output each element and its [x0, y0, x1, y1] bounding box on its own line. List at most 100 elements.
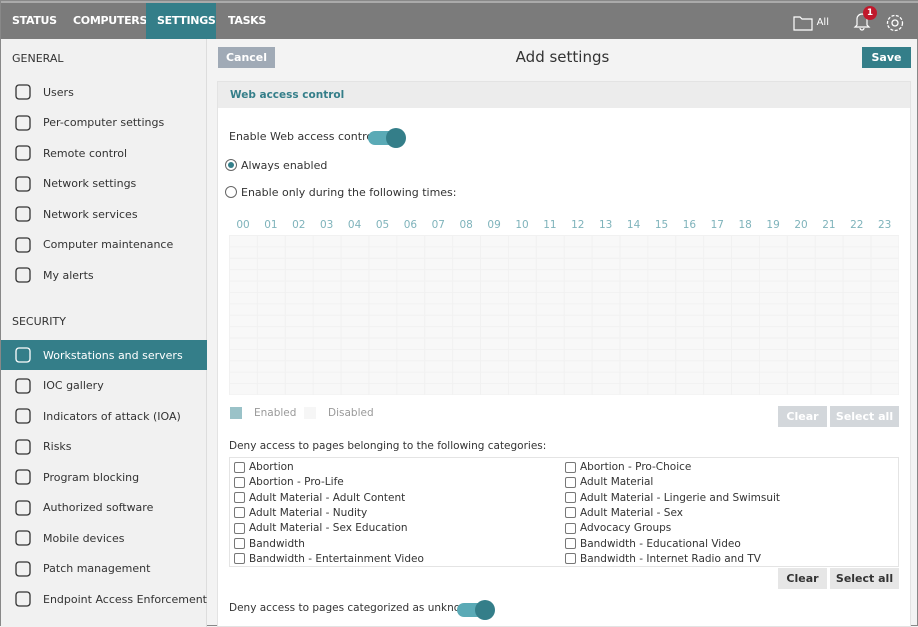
- category-checkbox[interactable]: Advocacy Groups: [565, 522, 671, 534]
- checkbox-icon: [234, 492, 245, 504]
- monitor-icon: [15, 347, 31, 363]
- hour-label: 13: [599, 219, 613, 231]
- users-icon: [15, 84, 31, 100]
- sidebar-item-workstations-and-servers[interactable]: Workstations and servers: [1, 340, 207, 370]
- sidebar-item-remote-control[interactable]: Remote control: [1, 138, 207, 168]
- radio-icon: [225, 186, 237, 198]
- sidebar-item-risks[interactable]: Risks: [1, 432, 207, 462]
- checkbox-icon: [565, 461, 576, 473]
- legend-disabled-swatch: [304, 407, 316, 419]
- categories-select-all-button[interactable]: Select all: [830, 568, 899, 589]
- category-label: Adult Material - Lingerie and Swimsuit: [580, 491, 781, 504]
- schedule-clear-button[interactable]: Clear: [778, 406, 827, 427]
- sidebar-item-mobile-devices[interactable]: Mobile devices: [1, 523, 207, 553]
- sidebar-item-authorized-software[interactable]: Authorized software: [1, 493, 207, 523]
- sidebar-item-label: Authorized software: [43, 501, 154, 514]
- category-label: Adult Material - Sex Education: [249, 522, 408, 535]
- unknown-toggle[interactable]: [457, 600, 495, 620]
- sidebar-item-label: My alerts: [43, 268, 94, 282]
- save-button[interactable]: Save: [862, 47, 911, 68]
- hour-label: 23: [878, 219, 892, 231]
- sidebar-item-my-alerts[interactable]: My alerts: [1, 260, 207, 290]
- checkbox-icon: [234, 476, 245, 488]
- sidebar-item-users[interactable]: Users: [1, 77, 207, 107]
- category-checkbox[interactable]: Adult Material - Adult Content: [234, 492, 405, 504]
- category-label: Adult Material - Nudity: [249, 506, 368, 519]
- unknown-label: Deny access to pages categorized as unkn…: [229, 602, 476, 614]
- notification-badge: 1: [863, 6, 877, 20]
- category-checkbox[interactable]: Abortion - Pro-Choice: [565, 461, 691, 473]
- enable-toggle[interactable]: [368, 128, 406, 148]
- risk-icon: [15, 438, 31, 455]
- category-label: Advocacy Groups: [580, 522, 672, 535]
- section-security: SECURITY: [12, 315, 66, 328]
- patch-icon: [15, 560, 31, 577]
- sidebar-item-network-services[interactable]: Network services: [1, 199, 207, 229]
- window-icon: [15, 469, 31, 485]
- cancel-button[interactable]: Cancel: [218, 47, 275, 68]
- page-title: Add settings: [515, 48, 610, 66]
- sidebar-item-label: Endpoint Access Enforcement: [43, 592, 207, 606]
- radio-times[interactable]: Enable only during the following times:: [225, 186, 457, 199]
- category-checkbox[interactable]: Adult Material: [565, 476, 653, 488]
- category-checkbox[interactable]: Adult Material - Sex Education: [234, 522, 408, 534]
- category-label: Adult Material: [580, 476, 654, 489]
- category-checkbox[interactable]: Bandwidth - Educational Video: [565, 538, 741, 550]
- sidebar-item-label: Patch management: [43, 562, 151, 575]
- category-checkbox[interactable]: Abortion - Pro-Life: [234, 476, 344, 488]
- warning-icon: [15, 267, 31, 283]
- tab-status[interactable]: STATUS: [12, 14, 57, 27]
- categories-list[interactable]: Abortion Abortion - Pro-Choice Abortion - …: [229, 457, 899, 567]
- hour-label: 02: [292, 219, 306, 231]
- sidebar-item-patch-management[interactable]: Patch management: [1, 554, 207, 584]
- sidebar-item-indicators-of-attack-ioa-[interactable]: Indicators of attack (IOA): [1, 401, 207, 431]
- hour-label: 01: [264, 219, 278, 231]
- schedule-grid[interactable]: [229, 235, 899, 395]
- schedule-select-all-button[interactable]: Select all: [830, 406, 899, 427]
- folder-icon: [792, 15, 813, 31]
- folder-filter[interactable]: All: [792, 15, 829, 31]
- sidebar-item-label: Remote control: [43, 146, 128, 160]
- hour-label: 21: [822, 219, 836, 231]
- sidebar-item-program-blocking[interactable]: Program blocking: [1, 462, 207, 492]
- hour-label: 14: [626, 219, 641, 231]
- sidebar-item-computer-maintenance[interactable]: Computer maintenance: [1, 230, 207, 260]
- category-checkbox[interactable]: Adult Material - Lingerie and Swimsuit: [565, 492, 780, 504]
- check-circle-icon: [15, 499, 31, 516]
- sidebar-item-network-settings[interactable]: Network settings: [1, 169, 207, 199]
- tab-tasks[interactable]: TASKS: [228, 14, 267, 27]
- checkbox-icon: [234, 522, 245, 534]
- category-checkbox[interactable]: Adult Material - Sex: [565, 507, 683, 519]
- category-checkbox[interactable]: Bandwidth - Internet Radio and TV: [565, 553, 761, 565]
- category-label: Abortion - Pro-Life: [249, 476, 344, 489]
- sidebar-item-label: Per-computer settings: [43, 116, 165, 129]
- sidebar-item-label: Network settings: [43, 177, 137, 190]
- radio-always[interactable]: Always enabled: [225, 159, 327, 172]
- sidebar-item-label: Users: [43, 85, 74, 99]
- hour-label: 07: [431, 219, 445, 231]
- remote-monitor-icon: [15, 145, 31, 161]
- categories-clear-button[interactable]: Clear: [778, 568, 827, 589]
- sidebar-item-label: Risks: [43, 440, 72, 453]
- web-access-panel: Web access control Enable Web access con…: [217, 81, 911, 627]
- sidebar-item-endpoint-access-enforcement[interactable]: Endpoint Access Enforcement: [1, 584, 207, 614]
- checkbox-icon: [565, 507, 576, 519]
- sidebar-item-ioc-gallery[interactable]: IOC gallery: [1, 371, 207, 401]
- tab-computers[interactable]: COMPUTERS: [73, 14, 148, 27]
- category-checkbox[interactable]: Bandwidth - Entertainment Video: [234, 553, 424, 565]
- categories-label: Deny access to pages belonging to the fo…: [229, 440, 547, 452]
- notifications-button[interactable]: 1: [853, 6, 877, 34]
- hour-label: 20: [794, 219, 808, 231]
- legend-disabled-label: Disabled: [328, 407, 374, 419]
- category-checkbox[interactable]: Abortion: [234, 461, 294, 473]
- category-checkbox[interactable]: Adult Material - Nudity: [234, 507, 367, 519]
- legend-enabled-swatch: [230, 407, 242, 419]
- tab-settings[interactable]: SETTINGS: [146, 3, 216, 39]
- sidebar-item-per-computer-settings[interactable]: Per-computer settings: [1, 108, 207, 138]
- gear-icon[interactable]: [885, 13, 905, 33]
- category-checkbox[interactable]: Bandwidth: [234, 538, 305, 550]
- category-label: Bandwidth - Entertainment Video: [249, 552, 424, 565]
- category-label: Bandwidth - Educational Video: [580, 537, 741, 550]
- section-general: GENERAL: [12, 52, 64, 65]
- category-label: Abortion - Pro-Choice: [580, 461, 692, 473]
